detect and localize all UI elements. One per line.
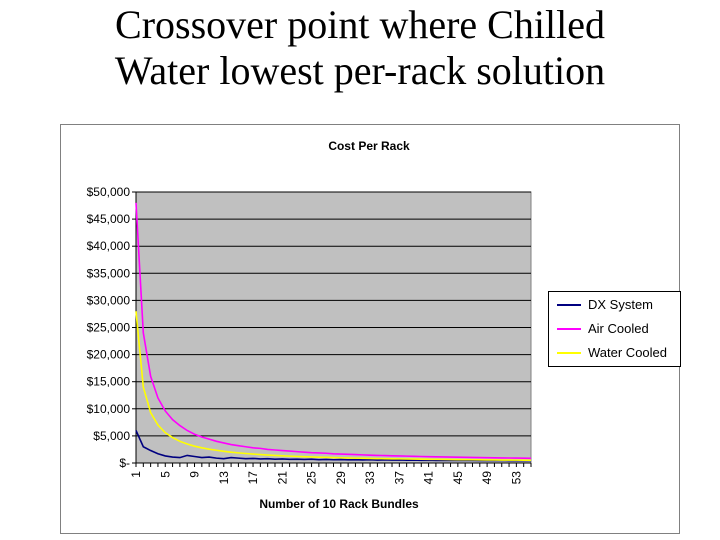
x-tick-label: 25 [305,471,319,485]
legend-item-dx-system: DX System [549,297,680,313]
legend-label-water-cooled: Water Cooled [588,345,667,360]
x-axis-label: Number of 10 Rack Bundles [259,497,419,511]
cost-per-rack-chart: Cost Per Rack $- $5,000 $10,000 $15,000 $20,… [87,139,532,511]
y-axis-ticks: $- $5,000 $10,000 $15,000 $20,000 $25,000 $30,… [87,185,136,470]
chart-legend: DX System Air Cooled Water Cooled [548,291,681,367]
slide-title-line-1: Crossover point where Chilled [115,2,605,47]
x-tick-label: 37 [392,471,406,485]
y-tick-label: $20,000 [87,348,131,362]
legend-item-water-cooled: Water Cooled [549,345,680,361]
slide-title: Crossover point where Chilled Water lowe… [0,2,720,94]
legend-swatch-water-cooled [557,352,581,354]
x-tick-label: 13 [217,471,231,485]
series-line-air-cooled [135,202,532,460]
x-tick-label: 5 [158,471,172,478]
chart-title: Cost Per Rack [328,139,410,153]
x-tick-label: 53 [509,471,523,485]
x-tick-label: 1 [129,471,143,478]
x-tick-label: 29 [334,471,348,485]
legend-item-air-cooled: Air Cooled [549,321,680,337]
x-tick-label: 9 [188,471,202,478]
slide-title-line-2: Water lowest per-rack solution [114,48,606,93]
legend-swatch-air-cooled [557,328,581,330]
series-lines [135,202,532,462]
y-tick-label: $15,000 [87,375,131,389]
series-line-dx-system [135,430,532,462]
x-tick-label: 17 [246,471,260,485]
x-tick-label: 33 [363,471,377,485]
y-tick-label: $5,000 [93,429,130,443]
grid-lines [136,191,531,437]
x-axis-ticks: 1 5 9 13 17 21 25 29 33 37 41 45 49 53 [129,463,532,485]
y-tick-label: $50,000 [87,185,131,199]
x-tick-label: 21 [275,471,289,485]
x-tick-label: 41 [422,471,436,485]
series-line-water-cooled [135,311,532,462]
legend-swatch-dx-system [557,304,581,306]
y-tick-label: $- [119,456,130,470]
y-tick-label: $35,000 [87,266,131,280]
y-tick-label: $45,000 [87,212,131,226]
y-tick-label: $40,000 [87,239,131,253]
y-tick-label: $25,000 [87,321,131,335]
y-tick-label: $10,000 [87,402,131,416]
x-tick-label: 45 [451,471,465,485]
chart-frame: Cost Per Rack $- $5,000 $10,000 $15,000 $20,… [60,124,681,534]
legend-label-air-cooled: Air Cooled [588,321,649,336]
y-tick-label: $30,000 [87,293,131,307]
x-tick-label: 49 [480,471,494,485]
legend-label-dx-system: DX System [588,297,654,312]
